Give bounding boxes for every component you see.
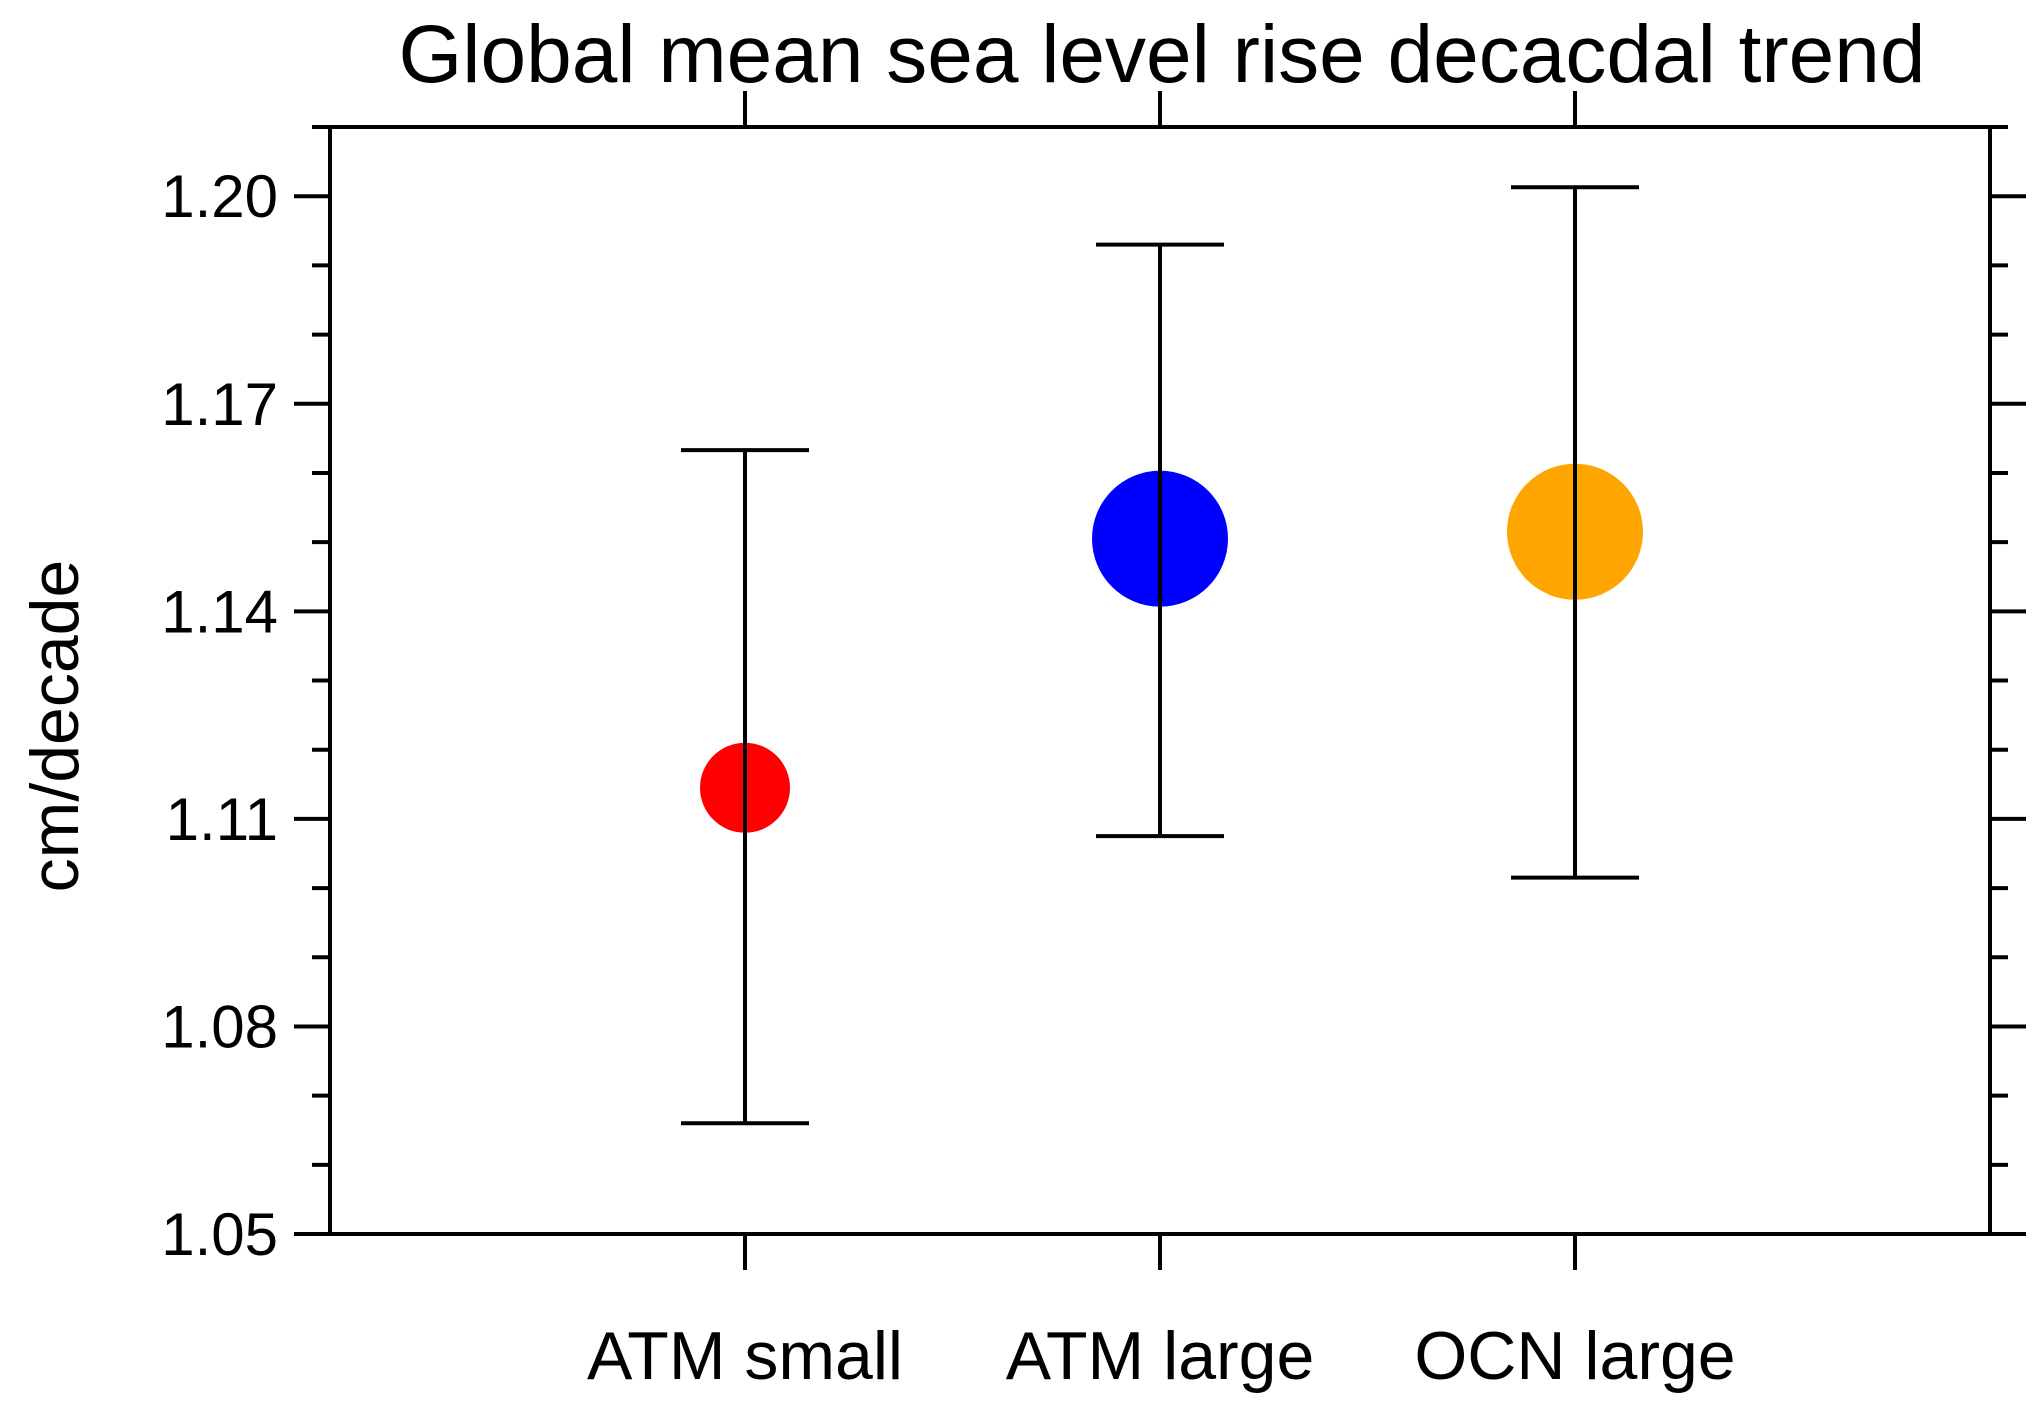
chart-title: Global mean sea level rise decacdal tren… <box>399 9 1926 100</box>
y-tick-label: 1.14 <box>161 578 278 645</box>
x-tick-labels: ATM small ATM large OCN large <box>587 1318 1736 1394</box>
y-tick-label: 1.05 <box>161 1201 278 1268</box>
x-category-label: ATM small <box>587 1318 903 1394</box>
x-category-label: OCN large <box>1414 1318 1735 1394</box>
y-tick-label: 1.20 <box>161 163 278 230</box>
data-marks <box>681 185 1643 1126</box>
x-category-label: ATM large <box>1006 1318 1315 1394</box>
y-tick-label: 1.11 <box>166 786 278 853</box>
axis-ticks <box>294 91 2026 1270</box>
y-tick-label: 1.08 <box>161 993 278 1060</box>
y-axis-title: cm/decade <box>17 560 93 893</box>
y-tick-label: 1.17 <box>161 371 278 438</box>
y-tick-labels: 1.05 1.08 1.11 1.14 1.17 1.20 <box>161 163 278 1268</box>
